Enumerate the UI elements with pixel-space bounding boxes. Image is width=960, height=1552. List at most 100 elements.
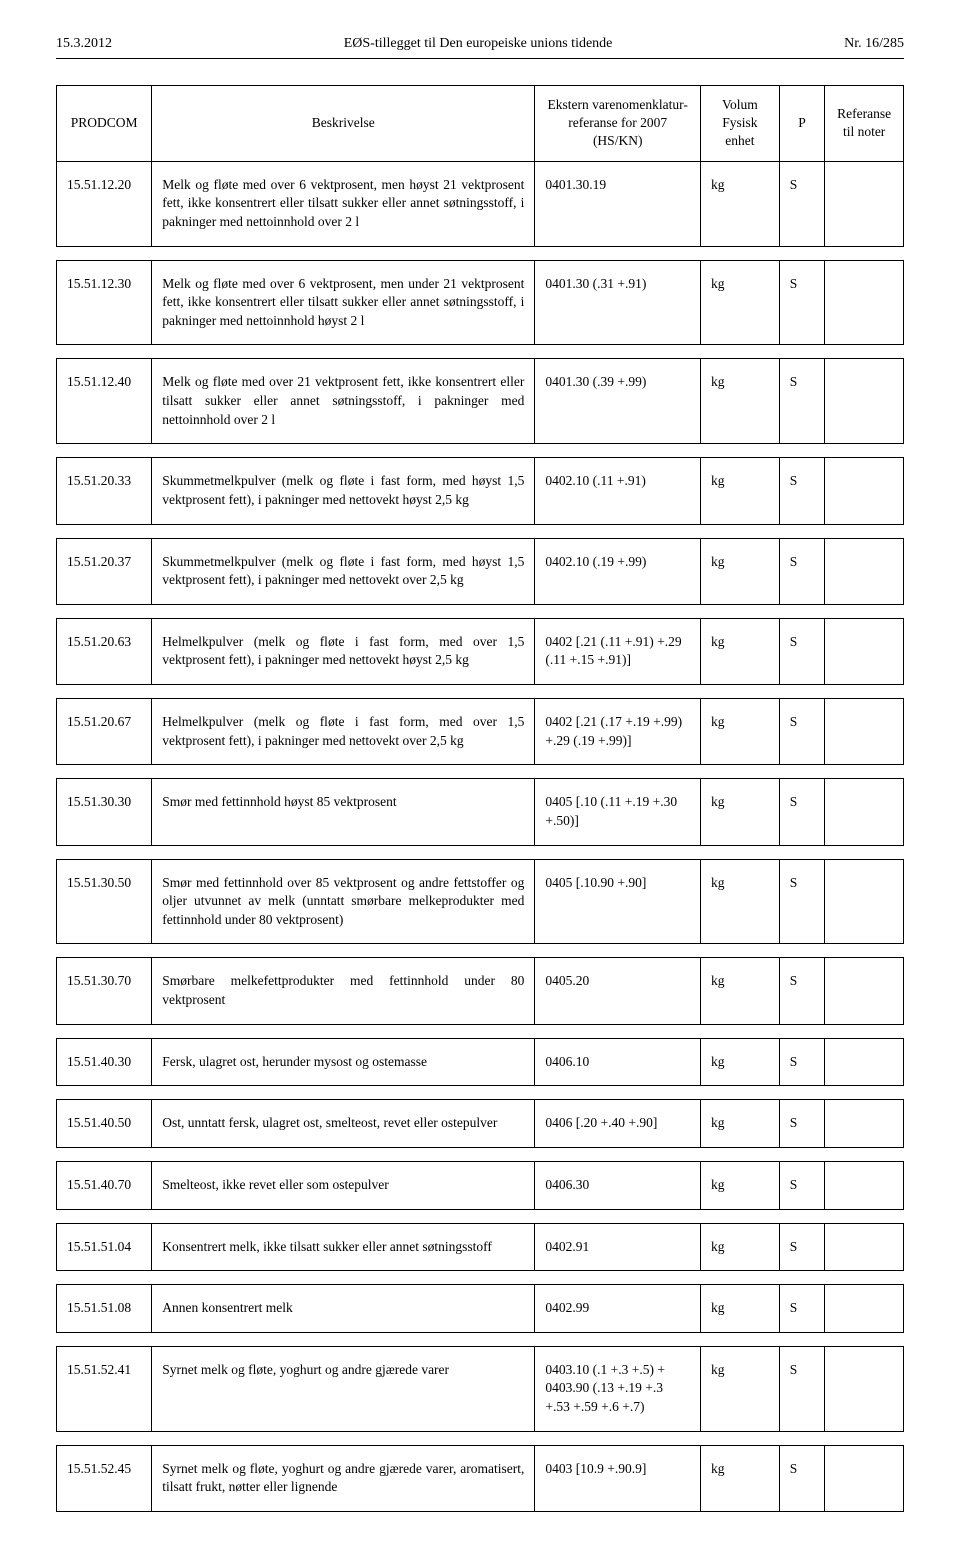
cell-p: S (779, 1038, 825, 1086)
table-row: 15.51.52.45Syrnet melk og fløte, yoghurt… (57, 1445, 904, 1511)
cell-description: Melk og fløte med over 21 vektprosent fe… (152, 359, 535, 444)
cell-description: Smør med fettinnhold over 85 vektprosent… (152, 859, 535, 944)
cell-prodcom-code: 15.51.12.40 (57, 359, 152, 444)
cell-volume-unit: kg (701, 1223, 780, 1271)
cell-external-reference: 0406.30 (535, 1161, 701, 1209)
cell-external-reference: 0405 [.10.90 +.90] (535, 859, 701, 944)
prodcom-table: PRODCOM Beskrivelse Ekstern varenomenkla… (56, 85, 904, 1512)
cell-external-reference: 0401.30 (.39 +.99) (535, 359, 701, 444)
cell-prodcom-code: 15.51.30.30 (57, 779, 152, 845)
cell-prodcom-code: 15.51.20.37 (57, 538, 152, 604)
cell-p: S (779, 1346, 825, 1431)
table-row: 15.51.51.04Konsentrert melk, ikke tilsat… (57, 1223, 904, 1271)
col-header-volume: Volum Fysisk enhet (701, 86, 780, 162)
table-row: 15.51.30.30Smør med fettinnhold høyst 85… (57, 779, 904, 845)
cell-external-reference: 0402 [.21 (.11 +.91) +.29 (.11 +.15 +.91… (535, 618, 701, 684)
cell-external-reference: 0402 [.21 (.17 +.19 +.99) +.29 (.19 +.99… (535, 699, 701, 765)
cell-p: S (779, 538, 825, 604)
table-row: 15.51.12.30Melk og fløte med over 6 vekt… (57, 260, 904, 345)
cell-volume-unit: kg (701, 859, 780, 944)
cell-volume-unit: kg (701, 1100, 780, 1148)
table-header-row: PRODCOM Beskrivelse Ekstern varenomenkla… (57, 86, 904, 162)
cell-volume-unit: kg (701, 1285, 780, 1333)
cell-p: S (779, 1100, 825, 1148)
cell-p: S (779, 859, 825, 944)
col-header-description: Beskrivelse (152, 86, 535, 162)
table-row-separator (57, 1147, 904, 1161)
cell-p: S (779, 699, 825, 765)
cell-note-reference (825, 1100, 904, 1148)
cell-volume-unit: kg (701, 458, 780, 524)
table-row: 15.51.20.37Skummetmelkpulver (melk og fl… (57, 538, 904, 604)
cell-external-reference: 0401.30.19 (535, 161, 701, 246)
cell-note-reference (825, 1285, 904, 1333)
header-divider (56, 58, 904, 59)
cell-p: S (779, 458, 825, 524)
cell-description: Skummetmelkpulver (melk og fløte i fast … (152, 458, 535, 524)
cell-p: S (779, 958, 825, 1024)
table-row-separator (57, 1024, 904, 1038)
cell-note-reference (825, 958, 904, 1024)
cell-note-reference (825, 618, 904, 684)
cell-external-reference: 0403 [10.9 +.90.9] (535, 1445, 701, 1511)
cell-prodcom-code: 15.51.51.04 (57, 1223, 152, 1271)
cell-note-reference (825, 1346, 904, 1431)
cell-description: Smør med fettinnhold høyst 85 vektprosen… (152, 779, 535, 845)
cell-external-reference: 0405 [.10 (.11 +.19 +.30 +.50)] (535, 779, 701, 845)
cell-volume-unit: kg (701, 1038, 780, 1086)
table-row: 15.51.20.67Helmelkpulver (melk og fløte … (57, 699, 904, 765)
cell-prodcom-code: 15.51.20.67 (57, 699, 152, 765)
table-row-separator (57, 944, 904, 958)
cell-description: Ost, unntatt fersk, ulagret ost, smelteo… (152, 1100, 535, 1148)
cell-description: Smørbare melkefettprodukter med fettinnh… (152, 958, 535, 1024)
cell-external-reference: 0401.30 (.31 +.91) (535, 260, 701, 345)
col-header-prodcom: PRODCOM (57, 86, 152, 162)
cell-prodcom-code: 15.51.40.30 (57, 1038, 152, 1086)
cell-note-reference (825, 1445, 904, 1511)
table-row: 15.51.30.50Smør med fettinnhold over 85 … (57, 859, 904, 944)
cell-p: S (779, 1223, 825, 1271)
table-row-separator (57, 765, 904, 779)
table-row: 15.51.40.70Smelteost, ikke revet eller s… (57, 1161, 904, 1209)
cell-prodcom-code: 15.51.20.63 (57, 618, 152, 684)
cell-prodcom-code: 15.51.51.08 (57, 1285, 152, 1333)
cell-external-reference: 0402.99 (535, 1285, 701, 1333)
cell-volume-unit: kg (701, 958, 780, 1024)
cell-external-reference: 0405.20 (535, 958, 701, 1024)
cell-note-reference (825, 779, 904, 845)
header-date: 15.3.2012 (56, 36, 112, 52)
cell-external-reference: 0402.10 (.19 +.99) (535, 538, 701, 604)
cell-prodcom-code: 15.51.40.70 (57, 1161, 152, 1209)
page-header: 15.3.2012 EØS-tillegget til Den europeis… (56, 36, 904, 52)
cell-description: Annen konsentrert melk (152, 1285, 535, 1333)
cell-prodcom-code: 15.51.30.50 (57, 859, 152, 944)
cell-description: Helmelkpulver (melk og fløte i fast form… (152, 618, 535, 684)
cell-prodcom-code: 15.51.52.41 (57, 1346, 152, 1431)
table-row-separator (57, 1431, 904, 1445)
cell-description: Fersk, ulagret ost, herunder mysost og o… (152, 1038, 535, 1086)
cell-external-reference: 0402.91 (535, 1223, 701, 1271)
cell-description: Konsentrert melk, ikke tilsatt sukker el… (152, 1223, 535, 1271)
cell-external-reference: 0403.10 (.1 +.3 +.5) + 0403.90 (.13 +.19… (535, 1346, 701, 1431)
cell-volume-unit: kg (701, 260, 780, 345)
cell-volume-unit: kg (701, 1346, 780, 1431)
cell-note-reference (825, 161, 904, 246)
cell-prodcom-code: 15.51.52.45 (57, 1445, 152, 1511)
cell-note-reference (825, 1161, 904, 1209)
table-row: 15.51.12.40Melk og fløte med over 21 vek… (57, 359, 904, 444)
table-row-separator (57, 685, 904, 699)
table-row-separator (57, 1086, 904, 1100)
table-row-separator (57, 345, 904, 359)
table-row: 15.51.20.33Skummetmelkpulver (melk og fl… (57, 458, 904, 524)
col-header-notes: Referanse til noter (825, 86, 904, 162)
cell-note-reference (825, 538, 904, 604)
table-row-separator (57, 1271, 904, 1285)
cell-note-reference (825, 359, 904, 444)
cell-prodcom-code: 15.51.30.70 (57, 958, 152, 1024)
cell-note-reference (825, 1223, 904, 1271)
cell-p: S (779, 161, 825, 246)
table-row: 15.51.40.30Fersk, ulagret ost, herunder … (57, 1038, 904, 1086)
cell-p: S (779, 1161, 825, 1209)
table-row-separator (57, 524, 904, 538)
cell-p: S (779, 260, 825, 345)
